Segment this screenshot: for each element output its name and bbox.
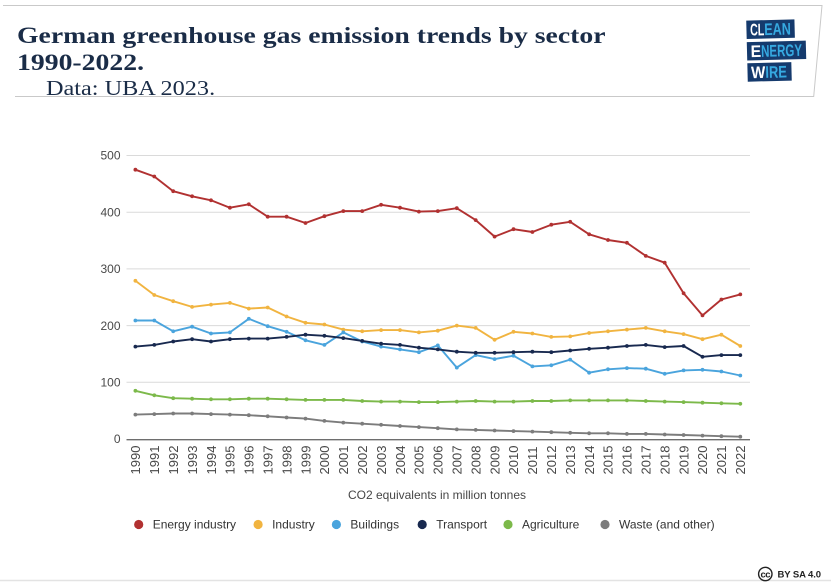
svg-text:2010: 2010	[506, 446, 521, 475]
svg-text:2005: 2005	[412, 446, 427, 475]
svg-text:BY SA 4.0: BY SA 4.0	[778, 569, 821, 580]
svg-text:1999: 1999	[298, 446, 313, 475]
svg-text:2004: 2004	[393, 446, 408, 475]
svg-text:2022: 2022	[733, 446, 748, 475]
svg-text:2012: 2012	[544, 446, 559, 475]
svg-text:2015: 2015	[601, 446, 616, 475]
svg-text:Transport: Transport	[436, 518, 488, 532]
svg-text:0: 0	[114, 432, 121, 446]
svg-text:cc: cc	[761, 569, 771, 580]
svg-text:1991: 1991	[147, 446, 162, 475]
svg-text:NERGY: NERGY	[761, 41, 802, 61]
svg-text:2003: 2003	[374, 446, 389, 475]
svg-text:200: 200	[100, 319, 120, 333]
svg-text:2000: 2000	[317, 446, 332, 475]
svg-text:1998: 1998	[279, 446, 294, 475]
svg-text:Agriculture: Agriculture	[522, 518, 580, 532]
svg-text:2019: 2019	[676, 446, 691, 475]
svg-text:1994: 1994	[204, 446, 219, 475]
svg-text:1990: 1990	[128, 446, 143, 475]
svg-text:EAN: EAN	[764, 19, 791, 39]
svg-text:1995: 1995	[223, 446, 238, 475]
svg-text:1997: 1997	[261, 446, 276, 475]
svg-text:1992: 1992	[166, 446, 181, 475]
svg-text:2016: 2016	[620, 446, 635, 475]
svg-text:1996: 1996	[242, 446, 257, 475]
svg-text:Energy industry: Energy industry	[153, 518, 236, 532]
svg-text:500: 500	[100, 149, 120, 163]
svg-text:1993: 1993	[185, 446, 200, 475]
svg-text:Waste (and other): Waste (and other)	[619, 518, 715, 532]
svg-text:IRE: IRE	[765, 62, 787, 82]
svg-text:2008: 2008	[468, 446, 483, 475]
svg-text:Industry: Industry	[272, 518, 315, 532]
svg-text:2021: 2021	[714, 446, 729, 475]
svg-text:400: 400	[100, 205, 120, 219]
svg-text:Buildings: Buildings	[350, 518, 399, 532]
svg-text:2007: 2007	[450, 446, 465, 475]
svg-text:300: 300	[100, 262, 120, 276]
svg-text:2018: 2018	[657, 446, 672, 475]
svg-text:2006: 2006	[431, 446, 446, 475]
svg-text:CL: CL	[750, 20, 765, 39]
svg-text:E: E	[750, 42, 761, 61]
svg-text:2009: 2009	[487, 446, 502, 475]
svg-text:W: W	[751, 63, 766, 82]
svg-text:2001: 2001	[336, 446, 351, 475]
svg-text:100: 100	[100, 376, 120, 390]
svg-text:2014: 2014	[582, 446, 597, 475]
svg-text:2013: 2013	[563, 446, 578, 475]
svg-text:2020: 2020	[695, 446, 710, 475]
svg-text:2011: 2011	[525, 447, 540, 475]
svg-text:2017: 2017	[639, 446, 654, 475]
svg-text:CO2 equivalents in million ton: CO2 equivalents in million tonnes	[348, 488, 526, 502]
svg-text:2002: 2002	[355, 446, 370, 475]
